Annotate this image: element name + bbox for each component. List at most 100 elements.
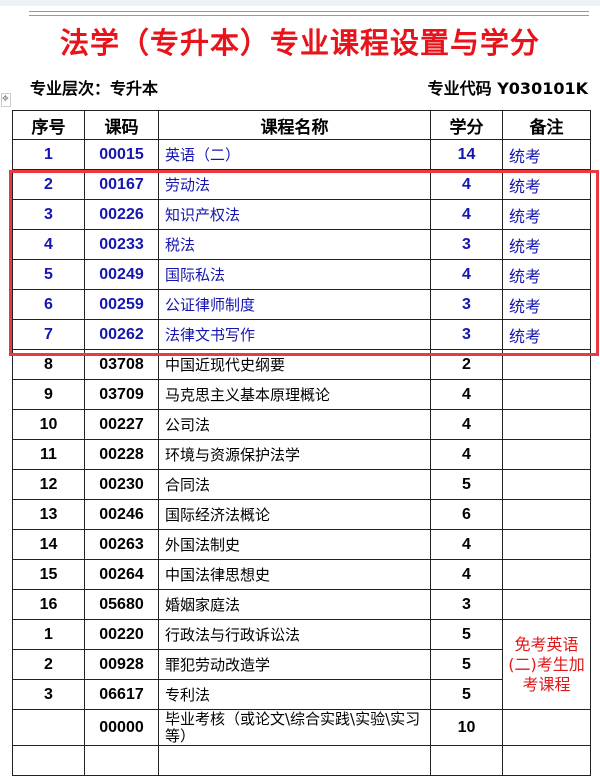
row-no: 5 (12, 259, 85, 290)
row-remark: 统考 (502, 169, 591, 200)
row-code: 00262 (84, 319, 159, 350)
row-name: 外国法制史 (158, 529, 431, 560)
row-name: 国际经济法概论 (158, 499, 431, 530)
table-row: 1 00220 行政法与行政诉讼法 5 免考英语(二)考生加考课程 (12, 619, 591, 710)
header-remark: 备注 (502, 110, 591, 140)
row-name: 毕业考核（或论文\综合实践\实验\实习等） (158, 709, 431, 746)
row-name: 中国法律思想史 (158, 559, 431, 590)
row-code: 00220 (84, 619, 159, 650)
row-remark (502, 439, 591, 470)
row-remark: 统考 (502, 139, 591, 170)
row-name: 行政法与行政诉讼法 (158, 619, 431, 650)
table-row: 13 00246 国际经济法概论 6 (12, 499, 591, 530)
row-name: 专利法 (158, 679, 431, 710)
table-row: 3 00226 知识产权法 4 统考 (12, 199, 591, 230)
row-credit: 4 (430, 529, 503, 560)
table-row: 4 00233 税法 3 统考 (12, 229, 591, 260)
header-name: 课程名称 (158, 110, 431, 140)
row-credit: 10 (430, 709, 503, 746)
row-name: 马克思主义基本原理概论 (158, 379, 431, 410)
row-remark (502, 499, 591, 530)
row-credit: 4 (430, 559, 503, 590)
table-row: 9 03709 马克思主义基本原理概论 4 (12, 379, 591, 410)
header-no: 序号 (12, 110, 85, 140)
row-no: 16 (12, 589, 85, 620)
top-bar (0, 0, 600, 6)
table-row: 3 06617 专利法 5 (12, 679, 591, 710)
row-no (12, 709, 85, 746)
table-row: 6 00259 公证律师制度 3 统考 (12, 289, 591, 320)
row-remark (502, 589, 591, 620)
row-remark (502, 559, 591, 590)
course-table: 序号 课码 课程名称 学分 备注 1 00015 英语（二） 14 统考 2 0… (12, 110, 591, 776)
row-code: 00259 (84, 289, 159, 320)
row-remark (502, 469, 591, 500)
highlight-box (9, 170, 599, 356)
row-credit: 4 (430, 439, 503, 470)
row-code: 00246 (84, 499, 159, 530)
row-no: 10 (12, 409, 85, 440)
table-header: 序号 课码 课程名称 学分 备注 (12, 110, 591, 140)
row-name: 环境与资源保护法学 (158, 439, 431, 470)
row-no: 2 (12, 649, 85, 680)
row-code: 00015 (84, 139, 159, 170)
row-credit: 3 (430, 589, 503, 620)
row-credit: 5 (430, 679, 503, 710)
major-level: 专业层次：专升本 (30, 79, 159, 98)
row-no: 11 (12, 439, 85, 470)
row-remark (502, 709, 591, 746)
row-code: 00000 (84, 709, 159, 746)
row-no: 4 (12, 229, 85, 260)
row-name: 公证律师制度 (158, 289, 431, 320)
row-remark (502, 379, 591, 410)
row-code: 06617 (84, 679, 159, 710)
row-name: 英语（二） (158, 139, 431, 170)
row-credit: 5 (430, 469, 503, 500)
major-code: 专业代码 Y030101K (427, 79, 588, 98)
row-remark (502, 529, 591, 560)
row-credit: 3 (430, 229, 503, 260)
row-credit: 6 (430, 499, 503, 530)
row-code: 00230 (84, 469, 159, 500)
page-title: 法学（专升本）专业课程设置与学分 (59, 26, 540, 60)
header-credit: 学分 (430, 110, 503, 140)
row-remark: 统考 (502, 259, 591, 290)
row-code: 03709 (84, 379, 159, 410)
row-name: 公司法 (158, 409, 431, 440)
row-credit: 5 (430, 649, 503, 680)
row-code: 00228 (84, 439, 159, 470)
row-code: 00928 (84, 649, 159, 680)
table-row: 12 00230 合同法 5 (12, 469, 591, 500)
row-remark: 统考 (502, 229, 591, 260)
row-no: 1 (12, 139, 85, 170)
table-row: 5 00249 国际私法 4 统考 (12, 259, 591, 290)
row-name: 国际私法 (158, 259, 431, 290)
table-row: 00000 毕业考核（或论文\综合实践\实验\实习等） 10 (12, 709, 591, 746)
row-remark: 统考 (502, 319, 591, 350)
table-row: 14 00263 外国法制史 4 (12, 529, 591, 560)
row-code: 00263 (84, 529, 159, 560)
row-no: 1 (12, 619, 85, 650)
row-credit: 4 (430, 409, 503, 440)
row-name: 婚姻家庭法 (158, 589, 431, 620)
extra-note: 免考英语(二)考生加考课程 (502, 619, 591, 710)
row-code: 00227 (84, 409, 159, 440)
row-credit: 4 (430, 379, 503, 410)
table-row: 2 00928 罪犯劳动改造学 5 (12, 649, 591, 680)
header-code: 课码 (84, 110, 159, 140)
row-no: 14 (12, 529, 85, 560)
row-no: 12 (12, 469, 85, 500)
row-no: 9 (12, 379, 85, 410)
table-row: 1 00015 英语（二） 14 统考 (12, 139, 591, 170)
row-credit: 3 (430, 319, 503, 350)
row-remark (502, 409, 591, 440)
row-name: 法律文书写作 (158, 319, 431, 350)
header-rule (29, 15, 589, 16)
row-name: 合同法 (158, 469, 431, 500)
table-move-handle-icon[interactable]: ✥ (1, 93, 11, 107)
row-code: 00264 (84, 559, 159, 590)
header-rule (29, 11, 589, 12)
row-no: 15 (12, 559, 85, 590)
table-row: 16 05680 婚姻家庭法 3 (12, 589, 591, 620)
row-code: 00233 (84, 229, 159, 260)
